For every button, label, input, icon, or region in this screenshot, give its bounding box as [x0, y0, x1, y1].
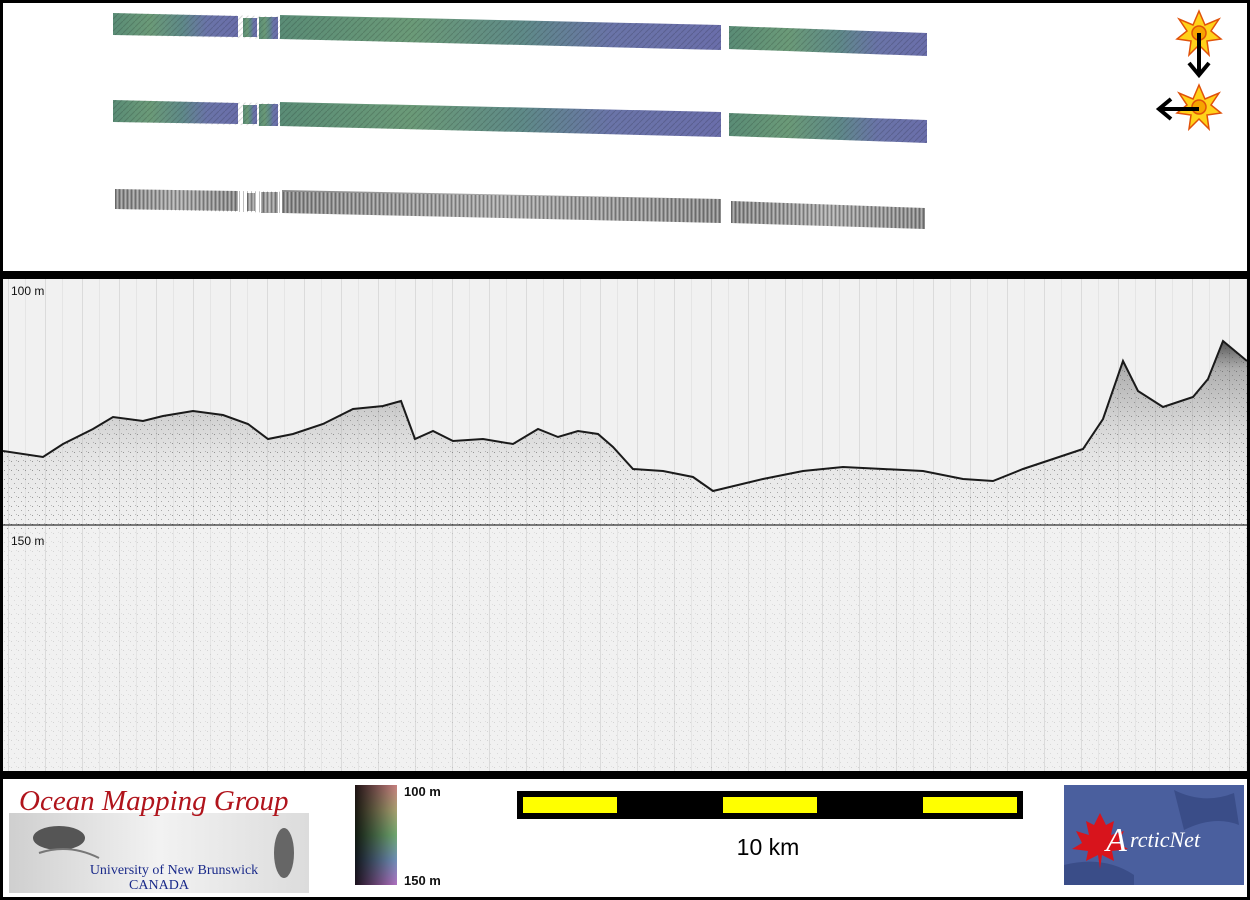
- echogram-profile: [3, 279, 1247, 771]
- svg-text:rcticNet: rcticNet: [1130, 827, 1201, 852]
- maple-leaf-icon: [1072, 813, 1128, 869]
- scale-segment: [923, 797, 1017, 813]
- arcticnet-logo: A rcticNet: [1064, 785, 1244, 885]
- swath-strip-bathymetry-1: [113, 13, 927, 56]
- scale-segment: [723, 797, 817, 813]
- swath-strips: [113, 9, 1223, 229]
- svg-text:A: A: [1104, 822, 1127, 859]
- ocean-mapping-group-logo: Ocean Mapping Group University of New Br…: [9, 783, 309, 893]
- colorbar-top-label: 100 m: [404, 784, 441, 799]
- scale-bar: [517, 791, 1023, 819]
- arrow-down-icon: [1187, 33, 1211, 79]
- swath-map-panel: [3, 3, 1247, 271]
- swath-strip-backscatter: [115, 189, 925, 229]
- scale-label: 10 km: [736, 834, 800, 860]
- depth-label-mid: 150 m: [11, 534, 45, 548]
- arrow-left-icon: [1155, 97, 1199, 121]
- scale-segment: [523, 797, 617, 813]
- depth-label-top: 100 m: [11, 284, 45, 298]
- swath-strip-bathymetry-2: [113, 100, 927, 143]
- org-university: University of New Brunswick: [89, 863, 259, 878]
- legend-panel: Ocean Mapping Group University of New Br…: [3, 779, 1247, 897]
- colorbar-bottom-label: 150 m: [404, 873, 441, 888]
- org-name: Ocean Mapping Group: [19, 785, 289, 817]
- depth-colorbar: [355, 785, 397, 885]
- echogram-panel: 100 m 150 m: [3, 279, 1247, 771]
- org-country: CANADA: [129, 878, 189, 893]
